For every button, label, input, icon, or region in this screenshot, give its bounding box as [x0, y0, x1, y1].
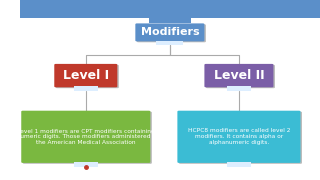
Bar [227, 86, 251, 91]
Bar [227, 162, 251, 166]
Text: Level 1 modifiers are CPT modifiers containing
2 numeric digits. Those modifiers: Level 1 modifiers are CPT modifiers cont… [12, 129, 160, 145]
FancyBboxPatch shape [204, 64, 274, 87]
Text: Level II: Level II [214, 69, 264, 82]
Text: HCPC8 modifiers are called level 2
modifiers. It contains alpha or
alphanumeric : HCPC8 modifiers are called level 2 modif… [188, 129, 290, 145]
FancyBboxPatch shape [54, 64, 117, 87]
FancyBboxPatch shape [21, 111, 150, 163]
Text: Level I: Level I [63, 69, 109, 82]
Bar [74, 86, 98, 91]
FancyBboxPatch shape [177, 111, 300, 163]
FancyBboxPatch shape [23, 112, 152, 164]
Bar [149, 18, 191, 23]
Bar [20, 0, 320, 18]
FancyBboxPatch shape [179, 112, 302, 164]
Bar [74, 162, 98, 166]
FancyBboxPatch shape [135, 23, 204, 41]
FancyBboxPatch shape [206, 65, 275, 88]
Text: Modifiers: Modifiers [140, 27, 199, 37]
FancyBboxPatch shape [137, 24, 206, 42]
FancyBboxPatch shape [56, 65, 119, 88]
Bar [156, 40, 183, 45]
